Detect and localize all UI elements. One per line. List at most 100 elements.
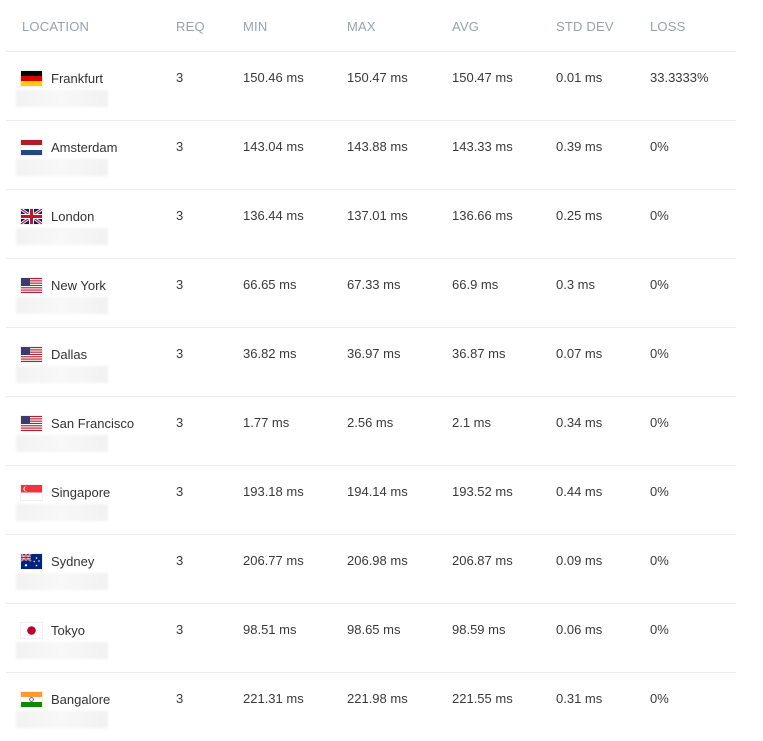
india-flag-icon [21,691,42,707]
loss-value: 33.3333% [650,70,709,85]
min-value: 1.77 ms [243,415,290,430]
location-name: New York [51,277,106,293]
header-max[interactable]: MAX [347,19,376,34]
loss-value: 0% [650,691,669,706]
min-value: 193.18 ms [243,484,304,499]
avg-value: 66.9 ms [452,277,499,292]
std-dev-value: 0.39 ms [556,139,603,154]
avg-value: 206.87 ms [452,553,513,568]
location-cell: Dallas [21,344,87,364]
location-cell: Amsterdam [21,137,117,157]
min-value: 143.04 ms [243,139,304,154]
loss-value: 0% [650,346,669,361]
table-row: Bangalore 3 221.31 ms 221.98 ms 221.55 m… [6,673,736,741]
usa-flag-icon [21,346,42,362]
singapore-flag-icon [21,484,42,500]
blurred-detail [16,366,108,383]
req-value: 3 [176,139,184,154]
req-value: 3 [176,208,184,223]
table-row: London 3 136.44 ms 137.01 ms 136.66 ms 0… [6,190,736,259]
ping-results-table: LOCATION REQ MIN MAX AVG STD DEV LOSS Fr… [6,0,736,741]
table-row: Sydney 3 206.77 ms 206.98 ms 206.87 ms 0… [6,535,736,604]
australia-flag-icon [21,553,42,569]
avg-value: 98.59 ms [452,622,506,637]
location-cell: Sydney [21,551,94,571]
max-value: 194.14 ms [347,484,408,499]
blurred-detail [16,435,108,452]
std-dev-value: 0.07 ms [556,346,603,361]
max-value: 143.88 ms [347,139,408,154]
table-body: Frankfurt 3 150.46 ms 150.47 ms 150.47 m… [6,52,736,741]
table-row: Singapore 3 193.18 ms 194.14 ms 193.52 m… [6,466,736,535]
max-value: 150.47 ms [347,70,408,85]
std-dev-value: 0.34 ms [556,415,603,430]
avg-value: 136.66 ms [452,208,513,223]
blurred-detail [16,90,108,107]
std-dev-value: 0.09 ms [556,553,603,568]
location-cell: Bangalore [21,689,110,709]
max-value: 221.98 ms [347,691,408,706]
max-value: 67.33 ms [347,277,401,292]
loss-value: 0% [650,622,669,637]
avg-value: 221.55 ms [452,691,513,706]
req-value: 3 [176,70,184,85]
location-name: London [51,208,95,224]
location-name: Dallas [51,346,88,362]
japan-flag-icon [21,622,42,638]
std-dev-value: 0.01 ms [556,70,603,85]
max-value: 2.56 ms [347,415,394,430]
loss-value: 0% [650,484,669,499]
header-avg[interactable]: AVG [452,19,480,34]
std-dev-value: 0.3 ms [556,277,596,292]
table-row: New York 3 66.65 ms 67.33 ms 66.9 ms 0.3… [6,259,736,328]
location-cell: Frankfurt [21,68,103,88]
req-value: 3 [176,691,184,706]
location-cell: Singapore [21,482,110,502]
location-name: Sydney [51,553,95,569]
usa-flag-icon [21,415,42,431]
req-value: 3 [176,415,184,430]
req-value: 3 [176,553,184,568]
req-value: 3 [176,622,184,637]
netherlands-flag-icon [21,139,42,155]
avg-value: 193.52 ms [452,484,513,499]
loss-value: 0% [650,553,669,568]
loss-value: 0% [650,139,669,154]
min-value: 66.65 ms [243,277,297,292]
location-name: Frankfurt [51,70,104,86]
avg-value: 36.87 ms [452,346,506,361]
std-dev-value: 0.25 ms [556,208,603,223]
min-value: 98.51 ms [243,622,297,637]
table-header: LOCATION REQ MIN MAX AVG STD DEV LOSS [6,0,736,52]
req-value: 3 [176,277,184,292]
loss-value: 0% [650,415,669,430]
table-row: Frankfurt 3 150.46 ms 150.47 ms 150.47 m… [6,52,736,121]
min-value: 221.31 ms [243,691,304,706]
blurred-detail [16,642,108,659]
loss-value: 0% [650,208,669,223]
req-value: 3 [176,346,184,361]
max-value: 36.97 ms [347,346,401,361]
location-cell: New York [21,275,106,295]
max-value: 98.65 ms [347,622,401,637]
location-cell: San Francisco [21,413,134,433]
min-value: 136.44 ms [243,208,304,223]
header-location[interactable]: LOCATION [22,19,90,34]
table-row: San Francisco 3 1.77 ms 2.56 ms 2.1 ms 0… [6,397,736,466]
table-row: Dallas 3 36.82 ms 36.97 ms 36.87 ms 0.07… [6,328,736,397]
location-name: Singapore [51,484,111,500]
header-std-dev[interactable]: STD DEV [556,19,614,34]
min-value: 206.77 ms [243,553,304,568]
uk-flag-icon [21,208,42,224]
usa-flag-icon [21,277,42,293]
header-min[interactable]: MIN [243,19,268,34]
header-req[interactable]: REQ [176,19,205,34]
min-value: 36.82 ms [243,346,297,361]
location-cell: London [21,206,94,226]
location-name: Tokyo [51,622,85,638]
avg-value: 150.47 ms [452,70,513,85]
header-loss[interactable]: LOSS [650,19,686,34]
location-name: Bangalore [51,691,111,707]
max-value: 137.01 ms [347,208,408,223]
location-name: Amsterdam [51,139,118,155]
